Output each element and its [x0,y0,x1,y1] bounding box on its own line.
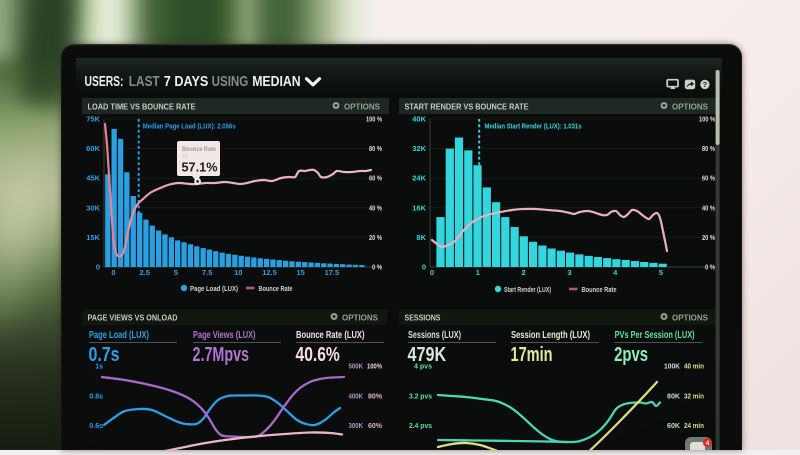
svg-text:0.6s: 0.6s [89,423,103,430]
svg-text:24 min: 24 min [684,423,704,430]
svg-text:60 %: 60 % [369,174,382,183]
svg-text:40 %: 40 % [702,203,715,212]
svg-text:Median Start Render (LUX): 1.0: Median Start Render (LUX): 1.031s [485,122,582,131]
svg-text:0: 0 [111,268,115,277]
svg-text:1s: 1s [95,364,103,371]
svg-text:0: 0 [422,263,426,272]
svg-text:400K: 400K [349,394,364,401]
svg-text:2.5: 2.5 [139,268,149,277]
svg-text:60K: 60K [86,144,100,153]
svg-text:17.5: 17.5 [325,268,340,277]
svg-text:5: 5 [659,268,663,277]
svg-text:32 min: 32 min [684,394,704,401]
svg-text:30K: 30K [86,203,100,212]
svg-text:57.1%: 57.1% [182,161,218,175]
svg-text:0.7s: 0.7s [89,344,120,366]
svg-text:100 %: 100 % [699,115,715,124]
svg-text:?: ? [703,82,707,89]
svg-text:20 %: 20 % [702,233,715,242]
svg-text:Start Render (LUX): Start Render (LUX) [504,285,551,294]
svg-text:USERS:: USERS: [85,74,124,90]
svg-text:2.4 pvs: 2.4 pvs [409,423,432,430]
svg-text:7s: 7s [182,154,188,160]
svg-text:MEDIAN: MEDIAN [252,74,301,90]
svg-text:Bounce Rate (LUX): Bounce Rate (LUX) [296,330,365,341]
svg-text:2pvs: 2pvs [614,344,648,366]
svg-text:60K: 60K [667,423,680,430]
svg-text:Median Page Load (LUX): 2.056s: Median Page Load (LUX): 2.056s [143,122,236,131]
svg-text:3.2 pvs: 3.2 pvs [409,394,432,401]
svg-text:0: 0 [430,268,434,277]
svg-text:OPTIONS: OPTIONS [344,102,380,112]
svg-text:USING: USING [212,74,249,90]
svg-text:0.8s: 0.8s [89,394,103,401]
svg-text:OPTIONS: OPTIONS [672,313,708,323]
svg-text:75K: 75K [86,115,100,124]
svg-text:15K: 15K [86,233,100,242]
svg-text:500K: 500K [349,364,364,371]
svg-text:4: 4 [613,268,618,277]
svg-text:2.7Mpvs: 2.7Mpvs [193,344,250,366]
svg-text:PAGE VIEWS VS ONLOAD: PAGE VIEWS VS ONLOAD [88,313,178,323]
svg-text:LAST: LAST [129,74,160,90]
svg-text:80 %: 80 % [702,144,715,153]
svg-text:7 DAYS: 7 DAYS [164,74,209,90]
svg-text:17min: 17min [511,344,553,366]
svg-text:16K: 16K [412,203,426,212]
svg-text:32K: 32K [412,144,426,153]
svg-text:10: 10 [234,268,242,277]
svg-text:LOAD TIME VS BOUNCE RATE: LOAD TIME VS BOUNCE RATE [88,102,196,112]
svg-text:0 %: 0 % [372,263,382,272]
svg-text:20 %: 20 % [369,233,382,242]
svg-text:SESSIONS: SESSIONS [405,313,441,323]
svg-text:80%: 80% [368,394,383,401]
svg-text:Bounce Rate: Bounce Rate [182,146,216,153]
svg-text:Page Views (LUX): Page Views (LUX) [193,330,256,341]
svg-text:2: 2 [522,268,526,277]
svg-text:3: 3 [567,268,571,277]
svg-text:100 %: 100 % [366,115,382,124]
svg-text:Page Load (LUX): Page Load (LUX) [190,284,238,293]
svg-text:Bounce Rate: Bounce Rate [259,284,293,293]
svg-text:40K: 40K [412,115,426,124]
svg-text:80 %: 80 % [369,144,382,153]
svg-text:24K: 24K [412,174,426,183]
svg-text:Bounce Rate: Bounce Rate [582,285,617,294]
svg-text:START RENDER VS BOUNCE RATE: START RENDER VS BOUNCE RATE [405,102,529,112]
svg-text:PVs Per Session (LUX): PVs Per Session (LUX) [615,330,695,341]
svg-text:0 %: 0 % [705,263,715,272]
svg-text:40 min: 40 min [684,364,704,371]
svg-text:7.5: 7.5 [202,268,212,277]
svg-text:4 pvs: 4 pvs [414,364,432,371]
svg-text:12.5: 12.5 [262,268,277,277]
svg-text:OPTIONS: OPTIONS [342,313,378,323]
svg-text:100K: 100K [664,364,680,371]
svg-text:0: 0 [96,263,100,272]
svg-text:60 %: 60 % [702,174,715,183]
svg-text:300K: 300K [349,423,364,430]
svg-text:5: 5 [174,268,178,277]
svg-text:15: 15 [297,268,305,277]
svg-text:40 %: 40 % [369,203,382,212]
svg-text:Session Length (LUX): Session Length (LUX) [511,330,590,341]
svg-text:OPTIONS: OPTIONS [672,102,708,112]
svg-text:60%: 60% [368,423,383,430]
svg-text:Page Load (LUX): Page Load (LUX) [89,330,149,341]
svg-text:479K: 479K [408,344,447,366]
svg-text:Sessions (LUX): Sessions (LUX) [408,330,461,341]
svg-text:45K: 45K [86,174,100,183]
svg-text:4: 4 [706,440,710,447]
svg-text:8K: 8K [416,233,426,242]
svg-text:100%: 100% [367,364,383,371]
svg-text:1: 1 [476,268,480,277]
svg-text:40.6%: 40.6% [296,344,340,366]
svg-text:80K: 80K [667,394,680,401]
